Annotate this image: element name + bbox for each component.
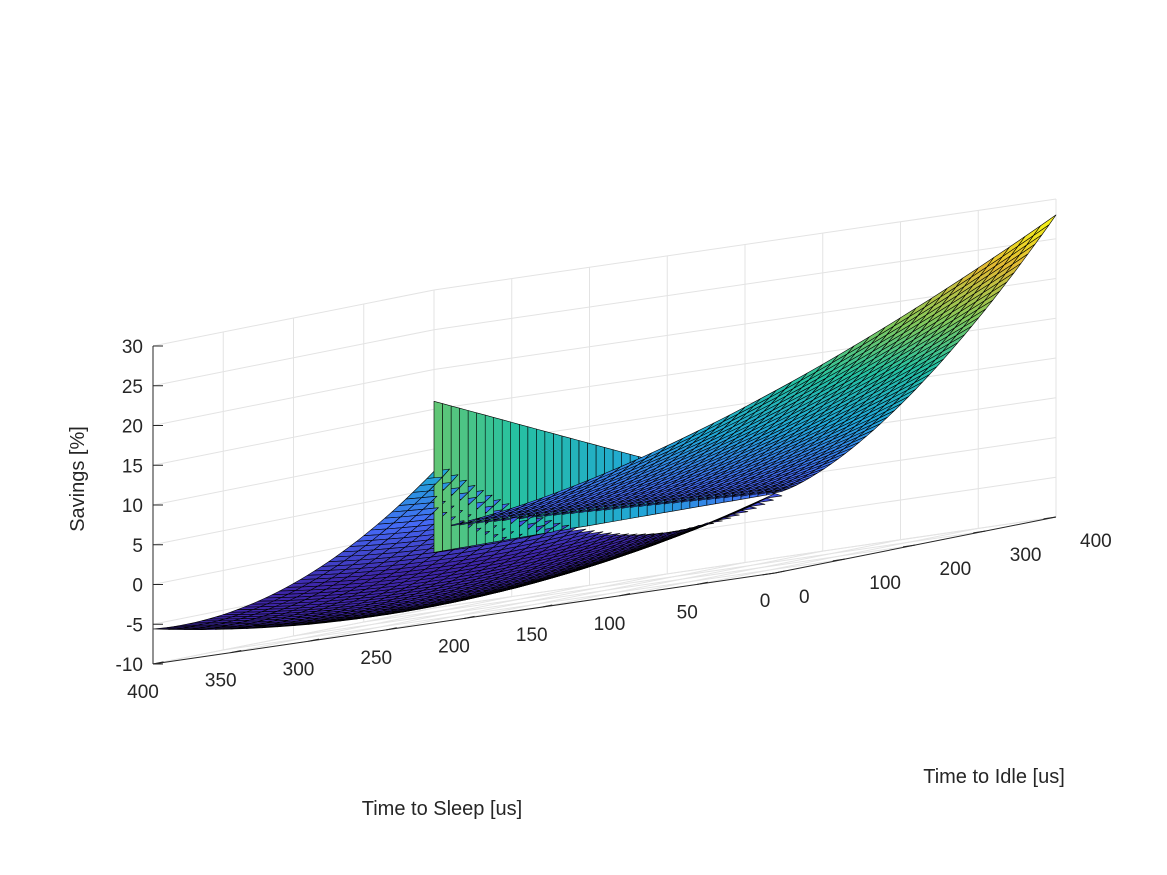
y-tick-mark xyxy=(762,572,776,576)
grid-line xyxy=(152,329,435,387)
surface-fold-patch xyxy=(570,437,580,530)
y-axis-tick-labels: 0 100 200 300 400 xyxy=(799,531,1112,608)
surface-fold-patch xyxy=(553,433,563,533)
y-axis-label: Time to Idle [us] xyxy=(923,766,1065,788)
y-tick-label: 300 xyxy=(1010,545,1042,566)
grid-line xyxy=(293,544,916,637)
surface-fold-patch xyxy=(501,419,512,541)
z-tick-label: 10 xyxy=(122,496,143,517)
z-tick-label: 20 xyxy=(122,417,143,438)
surface-fold-patch xyxy=(544,430,554,534)
surface-patch xyxy=(1033,214,1057,236)
z-tick-label: -10 xyxy=(116,655,143,676)
y-tick-mark xyxy=(902,544,916,548)
y-tick-label: 100 xyxy=(869,573,901,594)
x-tick-label: 200 xyxy=(438,637,470,658)
x-tick-mark xyxy=(541,604,553,608)
z-axis-label: Savings [%] xyxy=(67,426,89,532)
grid-line xyxy=(433,198,1057,291)
grid-line xyxy=(152,607,435,665)
axes-layer xyxy=(152,345,1057,665)
z-tick-label: 0 xyxy=(132,576,143,597)
grid-line xyxy=(152,289,435,347)
x-tick-mark xyxy=(463,615,475,619)
x-tick-label: 0 xyxy=(760,591,771,612)
grid-line xyxy=(363,530,986,623)
x-tick-mark xyxy=(230,650,242,654)
grid-layer xyxy=(152,198,1057,665)
x-tick-label: 100 xyxy=(594,614,626,635)
surface-fold-patch xyxy=(459,407,469,549)
grid-line xyxy=(223,558,846,651)
x-tick-mark xyxy=(697,581,708,585)
x-tick-mark xyxy=(152,661,164,665)
y-tick-mark xyxy=(832,558,846,562)
z-tick-label: 25 xyxy=(122,377,143,398)
y-tick-mark xyxy=(1043,516,1057,520)
surface-patch xyxy=(152,627,176,630)
z-tick-label: 5 xyxy=(132,536,143,557)
surface-fold-patch xyxy=(433,400,443,553)
y-tick-label: 400 xyxy=(1080,531,1112,552)
surface-layer xyxy=(152,214,1057,631)
x-tick-label: 400 xyxy=(127,682,159,703)
surface-fold-patch xyxy=(527,426,537,537)
grid-line xyxy=(152,448,435,506)
y-tick-label: 0 xyxy=(799,587,810,608)
surface-fold-patch xyxy=(442,403,452,552)
y-tick-mark xyxy=(973,530,986,534)
surface-fold-patch xyxy=(493,417,503,543)
grid-line xyxy=(152,369,435,426)
z-axis-tick-labels: -10 -5 0 5 10 15 20 25 30 xyxy=(116,337,143,676)
x-tick-mark xyxy=(308,638,320,642)
x-tick-mark xyxy=(619,593,631,597)
grid-line xyxy=(433,238,1057,331)
x-axis-label: Time to Sleep [us] xyxy=(362,798,522,820)
x-tick-mark xyxy=(774,570,786,574)
y-tick-label: 200 xyxy=(940,559,972,580)
x-axis-tick-labels: 0 50 100 150 200 250 300 350 400 xyxy=(127,591,770,703)
surface-fold-patch xyxy=(484,414,495,544)
x-tick-label: 350 xyxy=(205,671,237,692)
x-tick-label: 50 xyxy=(677,602,698,623)
grid-line xyxy=(152,488,435,546)
surface-fold-patch xyxy=(561,435,571,531)
x-tick-mark xyxy=(386,627,397,631)
surface-fold-patch xyxy=(476,412,486,546)
z-tick-label: -5 xyxy=(126,615,143,636)
x-tick-label: 250 xyxy=(360,648,392,669)
grid-line xyxy=(433,516,1057,609)
x-tick-label: 150 xyxy=(516,625,548,646)
grid-line xyxy=(152,408,435,466)
z-tick-label: 30 xyxy=(122,337,143,358)
x-tick-label: 300 xyxy=(283,659,315,680)
z-tick-label: 15 xyxy=(122,456,143,477)
